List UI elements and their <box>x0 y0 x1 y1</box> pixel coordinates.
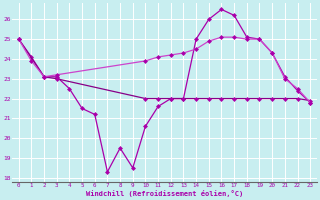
X-axis label: Windchill (Refroidissement éolien,°C): Windchill (Refroidissement éolien,°C) <box>86 190 243 197</box>
